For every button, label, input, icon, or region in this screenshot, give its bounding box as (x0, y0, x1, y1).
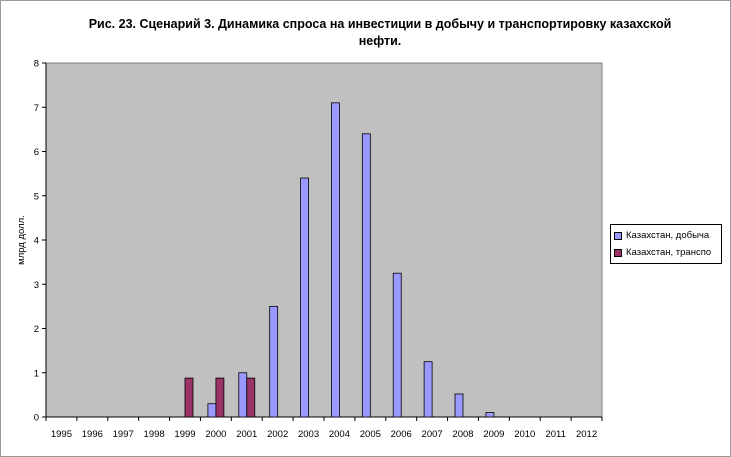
bar-production (269, 305, 279, 418)
y-tick-label: 4 (34, 236, 39, 247)
x-tick-label: 1998 (144, 429, 165, 440)
x-tick-label: 2007 (422, 429, 443, 440)
y-tick-label: 7 (34, 103, 39, 114)
bar-production (392, 272, 402, 418)
x-tick-label: 1997 (113, 429, 134, 440)
y-tick-label: 3 (34, 280, 39, 291)
plot-area (45, 62, 603, 418)
x-tick-label: 2000 (205, 429, 226, 440)
legend-label-production: Казахстан, добыча (626, 230, 710, 241)
y-axis: 0 1 2 3 4 5 6 7 8 (34, 59, 47, 424)
legend-item-transport: Казахстан, транспо (614, 244, 718, 261)
bar-production (423, 361, 433, 418)
x-tick-label: 1999 (174, 429, 195, 440)
y-tick-label: 1 (34, 368, 39, 379)
x-tick-label: 2006 (391, 429, 412, 440)
x-tick-label: 2012 (576, 429, 597, 440)
legend-item-production: Казахстан, добыча (614, 227, 718, 244)
legend-swatch-transport (614, 248, 622, 257)
y-tick-label: 0 (34, 413, 39, 424)
y-tick-label: 5 (34, 191, 39, 202)
x-tick-label: 2005 (360, 429, 381, 440)
bar-production (485, 412, 495, 418)
bar-production (454, 393, 464, 418)
bar-production (331, 102, 340, 418)
x-tick-label: 1995 (51, 429, 72, 440)
y-tick-label: 2 (34, 324, 39, 335)
y-tick-label: 6 (34, 147, 39, 158)
y-axis-label: млрд долл. (16, 215, 27, 265)
bar-production (238, 372, 248, 418)
bar-transport (215, 377, 225, 418)
bar-production (361, 133, 371, 418)
legend-label-transport: Казахстан, транспо (626, 247, 712, 258)
chart-title: Рис. 23. Сценарий 3. Динамика спроса на … (88, 17, 672, 48)
x-axis: 1995 1996 1997 1998 1999 2000 2001 2002 2003 2004… (45, 416, 603, 440)
bars (184, 102, 495, 418)
bar-production (300, 177, 309, 418)
x-tick-label: 2001 (236, 429, 257, 440)
x-tick-label: 1996 (82, 429, 103, 440)
x-tick-label: 2011 (545, 429, 565, 440)
x-tick-label: 2010 (514, 429, 535, 440)
bar-transport (184, 377, 194, 418)
legend-swatch-production (614, 231, 622, 240)
x-tick-label: 2002 (267, 429, 288, 440)
x-tick-label: 2009 (483, 429, 504, 440)
bar-transport (246, 377, 256, 418)
legend: Казахстан, добыча Казахстан, транспо (610, 224, 722, 264)
y-tick-label: 8 (34, 59, 39, 70)
x-tick-label: 2003 (298, 429, 319, 440)
x-tick-label: 2008 (452, 429, 473, 440)
bar-production (207, 403, 217, 418)
x-tick-label: 2004 (329, 429, 350, 440)
